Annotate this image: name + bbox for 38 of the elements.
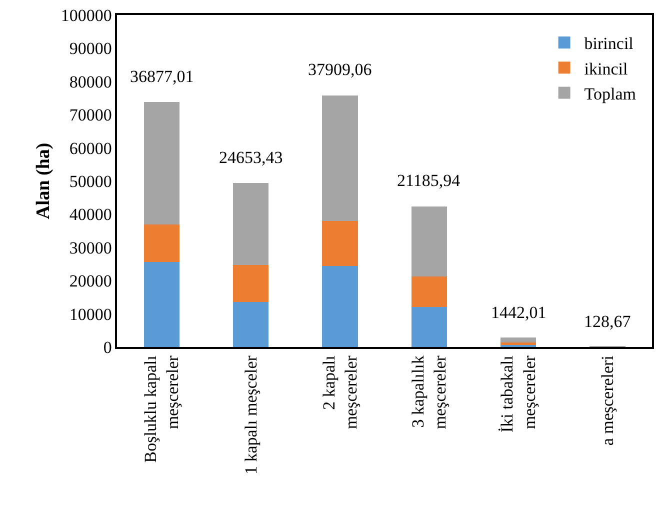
data-label: 37909,06 <box>308 60 372 79</box>
x-tick-label: a meşcereleri <box>598 355 617 446</box>
y-tick-label: 90000 <box>69 39 112 58</box>
y-tick-label: 20000 <box>69 272 112 291</box>
bar <box>232 265 269 302</box>
legend-label: birincil <box>584 34 634 54</box>
bar <box>144 102 180 224</box>
bar <box>411 206 447 277</box>
y-tick-label: 30000 <box>69 238 112 258</box>
y-tick-label: 10000 <box>69 304 112 324</box>
y-tick-label: 100000 <box>60 6 112 25</box>
bar <box>322 95 358 222</box>
legend-label: ikincil <box>584 59 628 78</box>
bar <box>144 224 180 262</box>
bar <box>411 307 447 347</box>
bar <box>500 338 536 342</box>
y-axis-title: Alan (ha) <box>33 142 54 220</box>
data-label: 128,67 <box>584 312 632 331</box>
bar <box>232 183 269 265</box>
y-tick-label: 60000 <box>69 138 112 158</box>
legend-label: Toplam <box>584 84 636 104</box>
bar <box>232 302 269 347</box>
bar <box>144 262 180 347</box>
data-label: 36877,01 <box>130 67 194 86</box>
y-tick-label: 80000 <box>69 72 112 92</box>
y-tick-label: 70000 <box>69 106 112 125</box>
y-tick-label: 40000 <box>69 205 112 224</box>
data-label: 1442,01 <box>491 303 546 322</box>
bar <box>322 266 358 347</box>
x-tick-label: 2 kapalı meşcereler <box>319 355 360 430</box>
y-tick-label: 0 <box>103 338 112 357</box>
x-tick-label: 1 kapalı meşceler <box>241 355 260 475</box>
bar <box>322 221 358 266</box>
data-label: 24653,43 <box>219 148 283 167</box>
data-label: 21185,94 <box>397 171 461 190</box>
bar <box>411 276 447 308</box>
x-tick-label: Boşluklu kapalı meşcereler <box>141 355 182 463</box>
y-tick-label: 50000 <box>69 172 112 191</box>
